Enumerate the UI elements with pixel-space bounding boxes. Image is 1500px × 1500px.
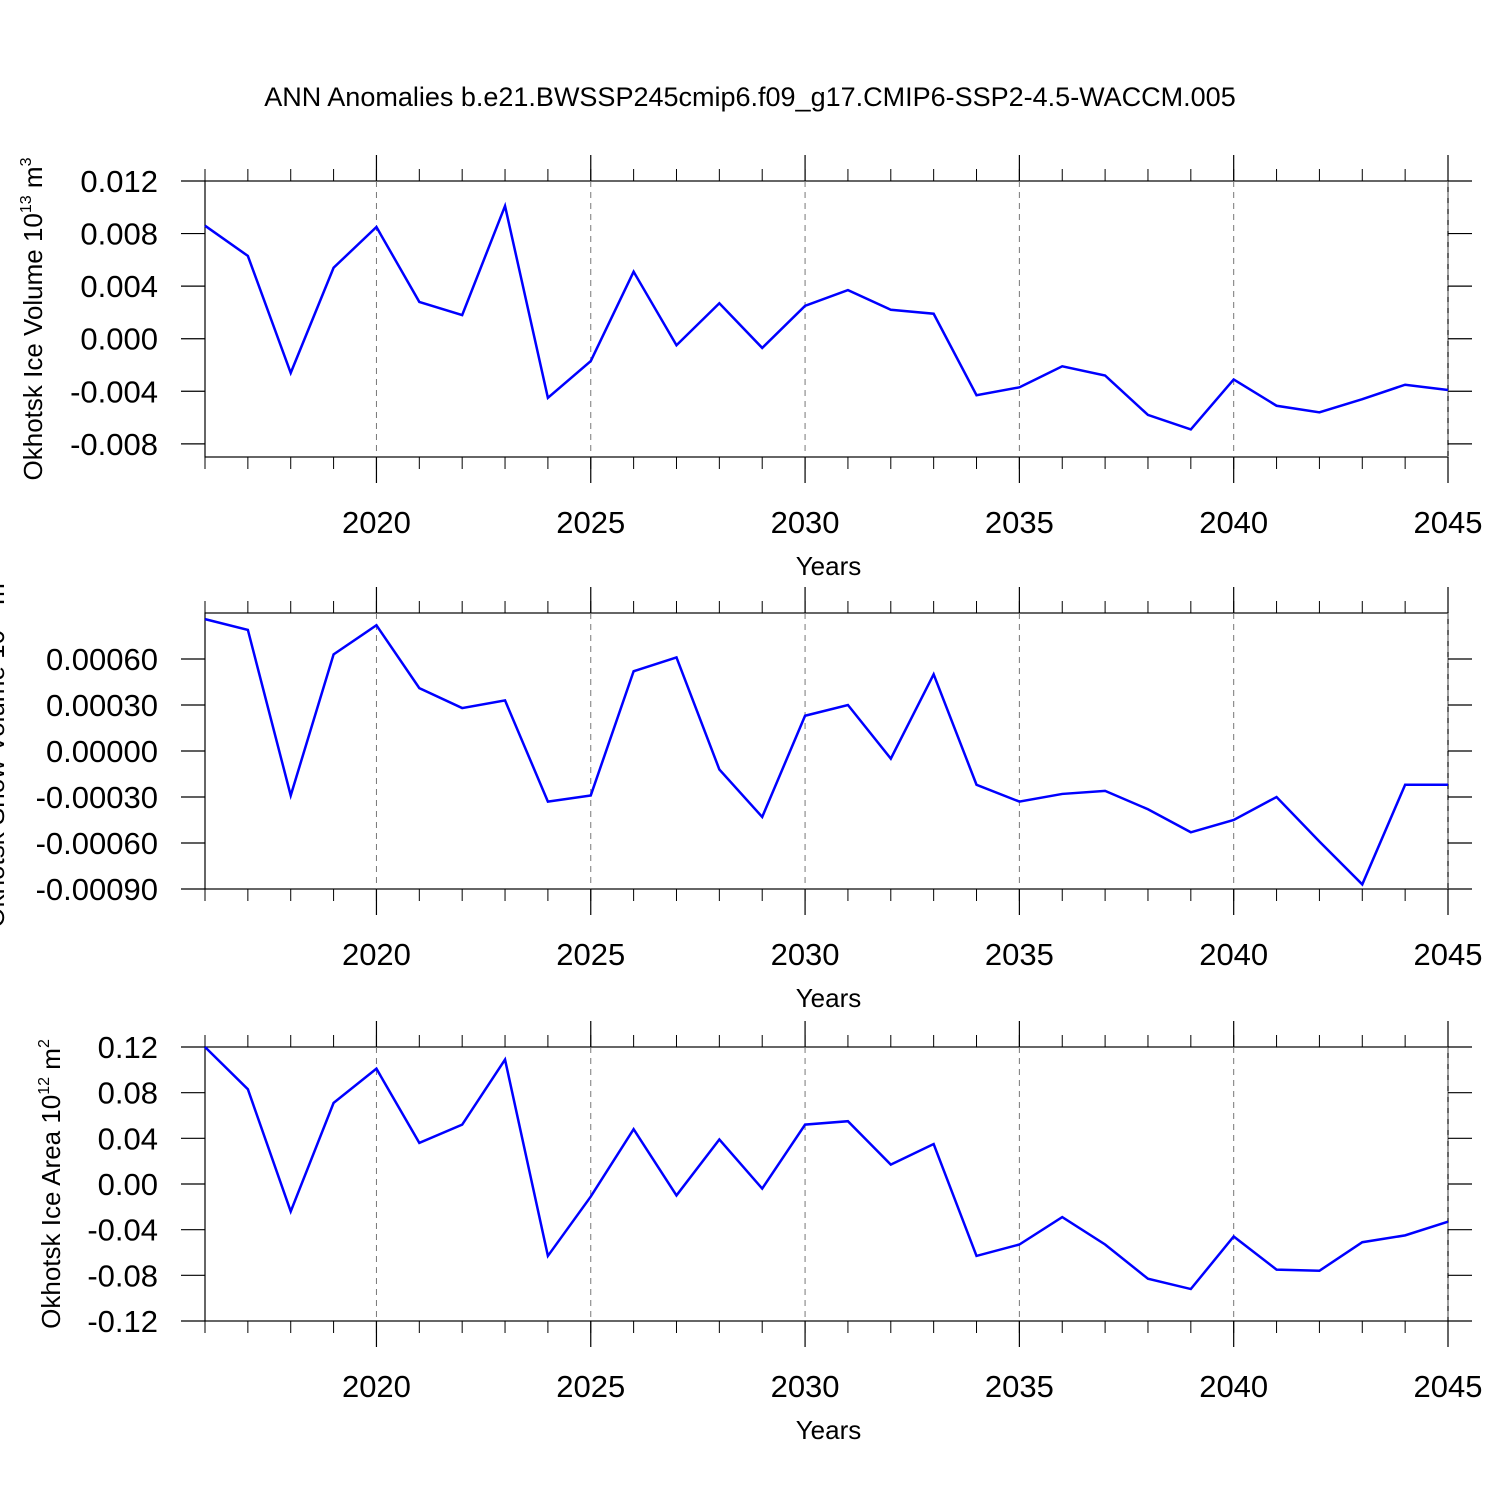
- y-axis-label-exponent: 12: [36, 1077, 53, 1095]
- y-tick-label: 0.004: [80, 269, 158, 304]
- plot-frame: [204, 1046, 1449, 1322]
- y-axis-label-text: Okhotsk Snow Volume 10: [0, 630, 10, 928]
- x-tick-label: 2025: [556, 505, 625, 540]
- y-tick-label: -0.12: [87, 1304, 158, 1339]
- x-axis-label: Years: [796, 551, 862, 581]
- y-axis-label-text: m: [18, 166, 48, 195]
- y-tick-label: -0.004: [70, 374, 158, 409]
- y-tick-label: -0.00090: [36, 872, 158, 907]
- y-axis-label: Okhotsk Ice Volume 1013 m3: [18, 157, 48, 480]
- x-tick-label: 2045: [1414, 1369, 1483, 1404]
- y-tick-label: -0.04: [87, 1213, 158, 1248]
- plot-frame: [204, 612, 1449, 890]
- y-tick-label: 0.04: [98, 1121, 158, 1156]
- y-tick-label: -0.00030: [36, 780, 158, 815]
- y-axis-label-text: m: [36, 1048, 66, 1077]
- y-tick-label: -0.08: [87, 1258, 158, 1293]
- y-tick-label: 0.012: [80, 164, 158, 199]
- y-tick-label: 0.00030: [46, 688, 158, 723]
- x-tick-label: 2020: [342, 505, 411, 540]
- y-axis-label-exponent: 13: [18, 195, 35, 213]
- y-axis-label-text: Okhotsk Ice Area 10: [36, 1095, 66, 1329]
- data-line: [204, 617, 1448, 887]
- y-axis-label: Okhotsk Ice Area 1012 m2: [36, 1039, 66, 1329]
- y-axis-label-exponent: 2: [36, 1039, 53, 1048]
- y-tick-label: -0.008: [70, 427, 158, 462]
- x-axis-label: Years: [796, 1415, 862, 1445]
- x-tick-label: 2045: [1414, 505, 1483, 540]
- figure-title: ANN Anomalies b.e21.BWSSP245cmip6.f09_g1…: [264, 82, 1235, 112]
- y-axis-label-text: Okhotsk Ice Volume 10: [18, 213, 48, 480]
- x-tick-label: 2035: [985, 1369, 1054, 1404]
- plot-frame: [204, 180, 1449, 458]
- x-tick-label: 2020: [342, 937, 411, 972]
- y-tick-label: 0.00: [98, 1167, 158, 1202]
- data-line: [204, 201, 1449, 431]
- y-tick-label: -0.00060: [36, 826, 158, 861]
- y-axis-label-exponent: 3: [18, 157, 35, 166]
- x-tick-label: 2030: [771, 937, 840, 972]
- x-tick-label: 2045: [1414, 937, 1483, 972]
- x-tick-label: 2025: [556, 1369, 625, 1404]
- data-line: [204, 1046, 1449, 1291]
- x-tick-label: 2025: [556, 937, 625, 972]
- y-tick-label: 0.008: [80, 217, 158, 252]
- x-tick-label: 2040: [1199, 505, 1268, 540]
- x-axis-label: Years: [796, 983, 862, 1013]
- y-tick-label: 0.08: [98, 1076, 158, 1111]
- x-tick-label: 2040: [1199, 1369, 1268, 1404]
- x-tick-label: 2035: [985, 505, 1054, 540]
- y-tick-label: 0.12: [98, 1030, 158, 1065]
- x-tick-label: 2040: [1199, 937, 1268, 972]
- x-tick-label: 2020: [342, 1369, 411, 1404]
- x-tick-label: 2030: [771, 505, 840, 540]
- x-tick-label: 2035: [985, 937, 1054, 972]
- y-axis-label-text: m: [0, 583, 10, 612]
- y-tick-label: 0.000: [80, 322, 158, 357]
- y-tick-label: 0.00060: [46, 642, 158, 677]
- y-tick-label: 0.00000: [46, 734, 158, 769]
- x-tick-label: 2030: [771, 1369, 840, 1404]
- y-axis-label: Okhotsk Snow Volume 1013 m3: [0, 574, 10, 927]
